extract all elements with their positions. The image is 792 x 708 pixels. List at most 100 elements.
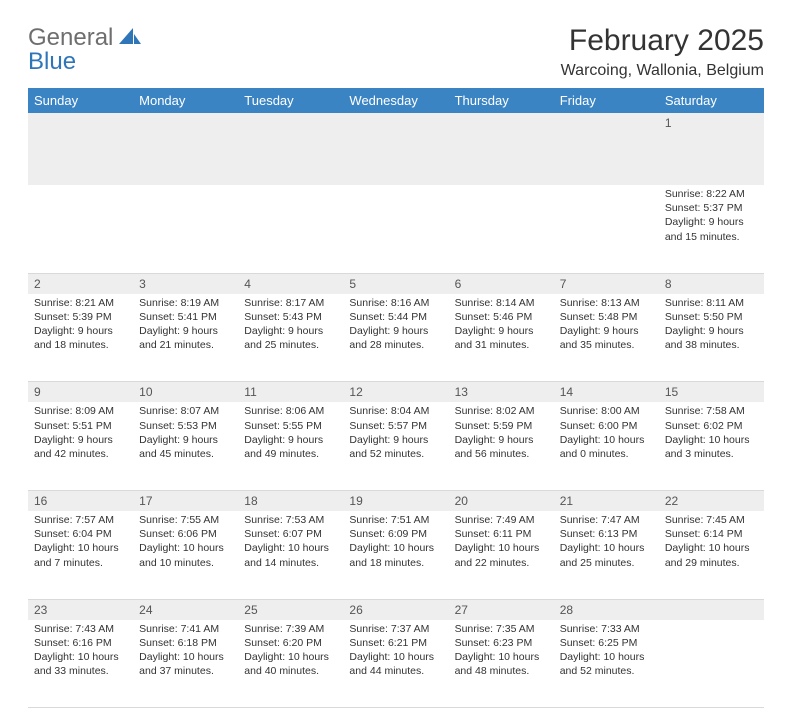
day-line: Sunset: 6:13 PM (560, 527, 653, 541)
day-number-cell: 12 (343, 382, 448, 403)
day-number-cell (343, 113, 448, 185)
day-line: Sunrise: 7:33 AM (560, 622, 653, 636)
day-line: and 28 minutes. (349, 338, 442, 352)
day-line: Sunset: 6:04 PM (34, 527, 127, 541)
day-cell: Sunrise: 7:57 AMSunset: 6:04 PMDaylight:… (28, 511, 133, 599)
day-cell (449, 185, 554, 273)
day-cell: Sunrise: 8:02 AMSunset: 5:59 PMDaylight:… (449, 402, 554, 490)
day-line: and 18 minutes. (349, 556, 442, 570)
day-header: Monday (133, 88, 238, 113)
day-line: Daylight: 10 hours (665, 541, 758, 555)
day-line: Sunset: 5:39 PM (34, 310, 127, 324)
day-line: Sunrise: 8:16 AM (349, 296, 442, 310)
day-content: Sunrise: 7:45 AMSunset: 6:14 PMDaylight:… (659, 511, 764, 574)
day-line: and 38 minutes. (665, 338, 758, 352)
day-line: Daylight: 10 hours (244, 650, 337, 664)
day-line: Daylight: 10 hours (139, 541, 232, 555)
day-line: Sunset: 5:41 PM (139, 310, 232, 324)
day-line: Daylight: 10 hours (349, 541, 442, 555)
day-line: and 42 minutes. (34, 447, 127, 461)
day-line: Sunrise: 7:55 AM (139, 513, 232, 527)
day-line: Sunrise: 7:49 AM (455, 513, 548, 527)
day-line: and 44 minutes. (349, 664, 442, 678)
day-line: Daylight: 10 hours (665, 433, 758, 447)
day-number-cell: 3 (133, 273, 238, 294)
day-content-row: Sunrise: 7:43 AMSunset: 6:16 PMDaylight:… (28, 620, 764, 708)
day-line: and 56 minutes. (455, 447, 548, 461)
day-line: Sunset: 6:00 PM (560, 419, 653, 433)
day-number-cell (554, 113, 659, 185)
day-number-cell: 11 (238, 382, 343, 403)
day-line: Daylight: 10 hours (244, 541, 337, 555)
calendar-header-row: SundayMondayTuesdayWednesdayThursdayFrid… (28, 88, 764, 113)
day-cell: Sunrise: 7:55 AMSunset: 6:06 PMDaylight:… (133, 511, 238, 599)
day-line: Daylight: 9 hours (139, 324, 232, 338)
day-cell: Sunrise: 8:00 AMSunset: 6:00 PMDaylight:… (554, 402, 659, 490)
day-number-cell: 18 (238, 490, 343, 511)
day-cell: Sunrise: 7:45 AMSunset: 6:14 PMDaylight:… (659, 511, 764, 599)
day-content: Sunrise: 7:41 AMSunset: 6:18 PMDaylight:… (133, 620, 238, 683)
day-cell: Sunrise: 8:19 AMSunset: 5:41 PMDaylight:… (133, 294, 238, 382)
day-number-cell: 16 (28, 490, 133, 511)
day-line: Sunset: 6:14 PM (665, 527, 758, 541)
day-line: and 52 minutes. (560, 664, 653, 678)
day-line: and 0 minutes. (560, 447, 653, 461)
day-cell: Sunrise: 7:58 AMSunset: 6:02 PMDaylight:… (659, 402, 764, 490)
day-cell (554, 185, 659, 273)
day-line: Sunset: 5:51 PM (34, 419, 127, 433)
day-line: and 3 minutes. (665, 447, 758, 461)
day-line: and 22 minutes. (455, 556, 548, 570)
day-line: Sunrise: 8:00 AM (560, 404, 653, 418)
day-number-cell: 13 (449, 382, 554, 403)
day-line: Sunrise: 7:53 AM (244, 513, 337, 527)
day-line: and 25 minutes. (560, 556, 653, 570)
day-cell: Sunrise: 7:49 AMSunset: 6:11 PMDaylight:… (449, 511, 554, 599)
day-line: Daylight: 10 hours (455, 541, 548, 555)
day-line: Sunset: 5:57 PM (349, 419, 442, 433)
day-line: Daylight: 10 hours (139, 650, 232, 664)
day-content: Sunrise: 8:11 AMSunset: 5:50 PMDaylight:… (659, 294, 764, 357)
day-content: Sunrise: 7:55 AMSunset: 6:06 PMDaylight:… (133, 511, 238, 574)
day-content: Sunrise: 7:43 AMSunset: 6:16 PMDaylight:… (28, 620, 133, 683)
day-line: Daylight: 9 hours (139, 433, 232, 447)
day-content: Sunrise: 7:47 AMSunset: 6:13 PMDaylight:… (554, 511, 659, 574)
day-number-cell: 14 (554, 382, 659, 403)
day-line: and 25 minutes. (244, 338, 337, 352)
day-line: Sunset: 5:53 PM (139, 419, 232, 433)
day-line: and 18 minutes. (34, 338, 127, 352)
day-line: Daylight: 9 hours (455, 433, 548, 447)
day-line: Daylight: 10 hours (455, 650, 548, 664)
day-number-cell: 28 (554, 599, 659, 620)
day-line: Sunset: 5:59 PM (455, 419, 548, 433)
day-cell: Sunrise: 8:07 AMSunset: 5:53 PMDaylight:… (133, 402, 238, 490)
day-content: Sunrise: 8:00 AMSunset: 6:00 PMDaylight:… (554, 402, 659, 465)
day-content: Sunrise: 7:35 AMSunset: 6:23 PMDaylight:… (449, 620, 554, 683)
day-content: Sunrise: 7:57 AMSunset: 6:04 PMDaylight:… (28, 511, 133, 574)
day-number-cell (238, 113, 343, 185)
day-content: Sunrise: 8:21 AMSunset: 5:39 PMDaylight:… (28, 294, 133, 357)
day-line: and 49 minutes. (244, 447, 337, 461)
day-cell (28, 185, 133, 273)
day-number-cell: 24 (133, 599, 238, 620)
day-number-row: 232425262728 (28, 599, 764, 620)
day-number-row: 9101112131415 (28, 382, 764, 403)
day-line: Sunset: 6:07 PM (244, 527, 337, 541)
day-line: Sunset: 5:43 PM (244, 310, 337, 324)
day-line: Sunset: 5:55 PM (244, 419, 337, 433)
day-line: Sunrise: 8:13 AM (560, 296, 653, 310)
day-content: Sunrise: 8:04 AMSunset: 5:57 PMDaylight:… (343, 402, 448, 465)
day-line: Sunset: 5:44 PM (349, 310, 442, 324)
day-line: and 45 minutes. (139, 447, 232, 461)
day-content: Sunrise: 8:14 AMSunset: 5:46 PMDaylight:… (449, 294, 554, 357)
day-line: Daylight: 9 hours (244, 324, 337, 338)
day-line: Daylight: 9 hours (34, 433, 127, 447)
day-line: Sunset: 6:06 PM (139, 527, 232, 541)
day-content: Sunrise: 7:53 AMSunset: 6:07 PMDaylight:… (238, 511, 343, 574)
day-content: Sunrise: 7:58 AMSunset: 6:02 PMDaylight:… (659, 402, 764, 465)
day-cell: Sunrise: 7:35 AMSunset: 6:23 PMDaylight:… (449, 620, 554, 708)
day-cell (343, 185, 448, 273)
day-line: Daylight: 10 hours (34, 541, 127, 555)
day-cell: Sunrise: 8:06 AMSunset: 5:55 PMDaylight:… (238, 402, 343, 490)
day-number-cell: 20 (449, 490, 554, 511)
day-number-cell: 25 (238, 599, 343, 620)
